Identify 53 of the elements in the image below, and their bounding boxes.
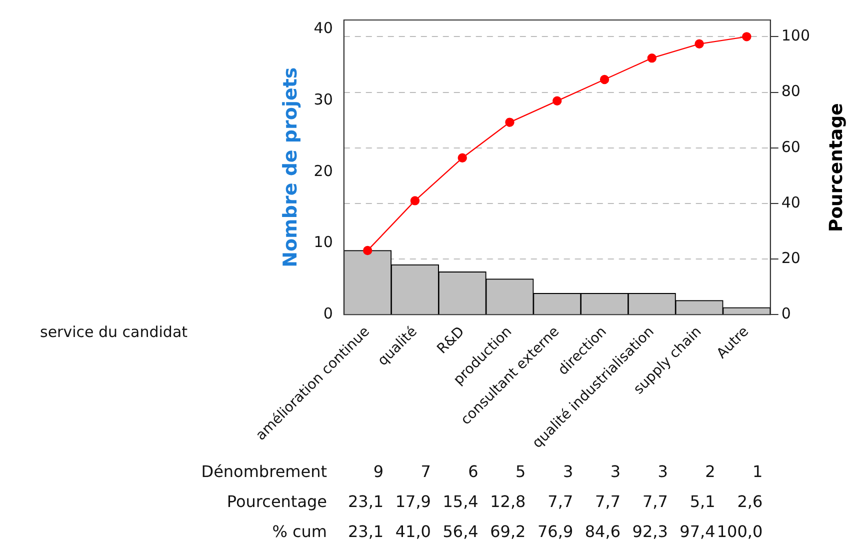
text: 7,7 [642, 492, 668, 511]
y-axis-title: Nombre de projets [279, 67, 302, 268]
point [552, 96, 562, 106]
data-label: 2 [705, 462, 716, 481]
data-label: 5 [516, 462, 526, 481]
y-tick-label: 40 [314, 19, 333, 38]
point [742, 32, 752, 42]
data-label: 76,9 [538, 522, 574, 541]
data-label: 7 [420, 462, 431, 481]
point [694, 39, 704, 49]
y-tick-label: 20 [314, 162, 333, 180]
point [505, 118, 514, 127]
point [647, 53, 656, 63]
point [600, 74, 610, 84]
data-label: 3 [610, 462, 620, 481]
data-label: 3 [658, 462, 668, 481]
text: 23,1 [348, 492, 384, 511]
data-label: 41,0 [395, 522, 431, 541]
y-tick-label: 10 [314, 233, 333, 252]
data-label: 1 [752, 462, 763, 481]
text: 7,7 [548, 492, 574, 511]
data-label: 56,4 [442, 522, 478, 541]
text: 2,6 [737, 492, 763, 511]
y-tick-label: 0 [323, 304, 333, 323]
y2-axis-title: Pourcentage [826, 103, 847, 232]
data-label: 23,1 [348, 522, 384, 541]
text: 7,7 [595, 492, 620, 511]
data-label: 97,4 [680, 522, 716, 541]
y2-tick-label: 40 [781, 193, 800, 212]
y2-tick-label: 60 [781, 138, 800, 156]
text: 5,1 [690, 492, 716, 511]
text: Dénombrement [201, 462, 327, 481]
text: 12,8 [490, 492, 526, 511]
y2-tick-label: 100 [781, 26, 810, 45]
y-tick-label: 30 [314, 90, 333, 109]
data-label: 9 [373, 462, 384, 481]
y2-tick-label: 80 [781, 82, 800, 100]
text: 15,4 [442, 492, 478, 511]
point [458, 153, 467, 162]
y2-tick-label: 0 [781, 304, 791, 323]
text: Pourcentage [226, 492, 327, 511]
data-label: 100,0 [716, 522, 763, 541]
point [410, 196, 420, 206]
data-label: 92,3 [632, 522, 668, 541]
text: % cum [272, 522, 327, 541]
data-label: 84,6 [584, 522, 620, 541]
point [362, 246, 372, 256]
text: 17,9 [395, 492, 431, 511]
y2-tick-label: 20 [781, 248, 800, 267]
data-label: 3 [562, 462, 574, 481]
x-axis-title: service du candidat [40, 322, 188, 341]
data-label: 69,2 [490, 522, 526, 541]
data-label: 6 [468, 462, 478, 481]
